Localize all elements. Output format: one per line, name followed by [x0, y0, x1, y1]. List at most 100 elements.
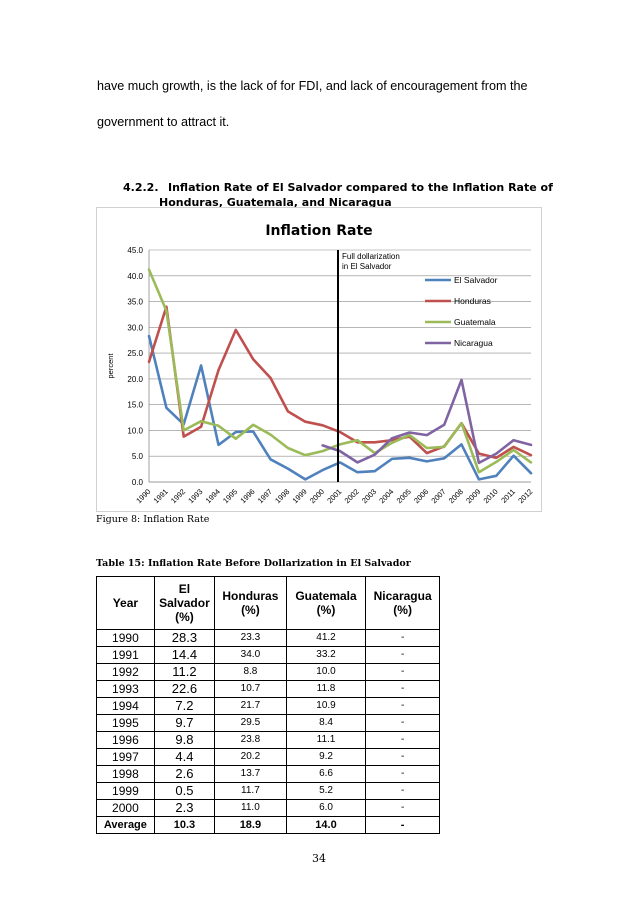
series-line-nicaragua: [321, 378, 533, 465]
x-tick-label: 2004: [377, 487, 395, 505]
header-el-salvador-l1: El: [178, 582, 191, 596]
cell-guatemala: 5.2: [285, 782, 367, 800]
cell-el-salvador: 9.7: [153, 714, 216, 732]
y-tick-label: 30.0: [127, 323, 143, 332]
y-tick-label: 0.0: [132, 478, 144, 487]
cell-honduras: 29.5: [214, 714, 287, 732]
cell-honduras: 21.7: [214, 697, 287, 715]
cell-nicaragua: -: [365, 714, 440, 732]
cell-year: 1997: [96, 748, 155, 766]
x-tick-label: 1995: [221, 487, 239, 505]
cell-year: 1995: [96, 714, 155, 732]
series-line-honduras: [147, 305, 533, 460]
page-number: 34: [312, 852, 326, 865]
x-tick-label: 2010: [482, 487, 500, 505]
cell-nicaragua: -: [365, 765, 440, 783]
cell-guatemala: 14.0: [285, 816, 367, 834]
legend-entry: El Salvador: [454, 275, 498, 285]
cell-guatemala: 10.0: [285, 663, 367, 681]
x-tick-label: 1999: [291, 487, 309, 505]
cell-nicaragua: -: [365, 816, 440, 834]
table-row: 1999 0.5 11.7 5.2-: [96, 782, 440, 800]
cell-el-salvador: 2.3: [153, 799, 216, 817]
cell-el-salvador: 10.3: [153, 816, 216, 834]
cell-nicaragua: -: [365, 663, 440, 681]
cell-el-salvador: 28.3: [153, 629, 216, 647]
x-tick-label: 2005: [395, 487, 413, 505]
cell-el-salvador: 14.4: [153, 646, 216, 664]
cell-average-label: Average: [96, 816, 155, 834]
y-tick-label: 5.0: [132, 452, 144, 461]
x-tick-label: 1998: [273, 487, 291, 505]
cell-nicaragua: -: [365, 646, 440, 664]
legend-entry: Honduras: [454, 296, 491, 306]
x-tick-label: 2003: [360, 487, 378, 505]
cell-honduras: 20.2: [214, 748, 287, 766]
inflation-chart: Inflation Rate 0.0 5.0 10.0 15.0 20.0 25.0 30.0…: [96, 207, 542, 512]
cell-el-salvador: 7.2: [153, 697, 216, 715]
cell-honduras: 11.0: [214, 799, 287, 817]
cell-el-salvador: 22.6: [153, 680, 216, 698]
header-nicaragua-l2: (%): [393, 603, 412, 617]
cell-year: 1998: [96, 765, 155, 783]
x-tick-label: 1994: [204, 487, 222, 505]
header-nicaragua: Nicaragua (%): [365, 576, 440, 630]
x-tick-label: 2009: [464, 487, 482, 505]
cell-guatemala: 33.2: [285, 646, 367, 664]
intro-line-1: have much growth, is the lack of for FDI…: [97, 79, 528, 93]
cell-nicaragua: -: [365, 680, 440, 698]
cell-nicaragua: -: [365, 799, 440, 817]
x-tick-label: 2000: [308, 487, 326, 505]
y-tick-label: 20.0: [127, 375, 143, 384]
cell-nicaragua: -: [365, 731, 440, 749]
chart-canvas: Inflation Rate 0.0 5.0 10.0 15.0 20.0 25.0 30.0…: [106, 223, 534, 505]
annotation-line-1: Full dollarization: [342, 252, 400, 261]
cell-nicaragua: -: [365, 629, 440, 647]
x-tick-label: 2001: [325, 487, 343, 505]
chart-title: Inflation Rate: [265, 223, 372, 239]
x-tick-label: 2011: [499, 487, 517, 505]
legend-entry: Guatemala: [454, 317, 496, 327]
cell-honduras: 10.7: [214, 680, 287, 698]
x-tick-label: 2006: [412, 487, 430, 505]
section-title-line-1: Inflation Rate of El Salvador compared t…: [168, 181, 553, 194]
x-tick-label: 2002: [343, 487, 361, 505]
header-el-salvador-l3: (%): [175, 610, 194, 624]
cell-honduras: 8.8: [214, 663, 287, 681]
cell-nicaragua: -: [365, 782, 440, 800]
cell-honduras: 34.0: [214, 646, 287, 664]
y-tick-label: 35.0: [127, 298, 143, 307]
section-heading: 4.2.2. Inflation Rate of El Salvador comp…: [123, 180, 553, 210]
header-honduras-l1: Honduras: [222, 589, 279, 603]
table-average-row: Average 10.3 18.9 14.0-: [96, 816, 440, 834]
inflation-table: Year El Salvador (%) Honduras (%) Guatem…: [96, 576, 440, 834]
header-honduras: Honduras (%): [214, 576, 287, 630]
table-row: 1996 9.8 23.8 11.1-: [96, 731, 440, 749]
table-row: 1997 4.4 20.2 9.2-: [96, 748, 440, 766]
header-guatemala: Guatemala (%): [285, 576, 367, 630]
y-axis-label: percent: [106, 353, 115, 379]
table-caption: Table 15: Inflation Rate Before Dollariz…: [96, 558, 411, 569]
cell-nicaragua: -: [365, 697, 440, 715]
table-header-row: Year El Salvador (%) Honduras (%) Guatem…: [96, 576, 440, 630]
table-row: 1995 9.7 29.5 8.4-: [96, 714, 440, 732]
y-tick-label: 45.0: [127, 246, 143, 255]
cell-el-salvador: 0.5: [153, 782, 216, 800]
x-tick-label: 1992: [169, 487, 187, 505]
table-row: 2000 2.3 11.0 6.0-: [96, 799, 440, 817]
header-guatemala-l2: (%): [316, 603, 336, 617]
table-row: 1993 22.6 10.7 11.8-: [96, 680, 440, 698]
x-tick-label: 1991: [152, 487, 170, 505]
header-el-salvador: El Salvador (%): [153, 576, 216, 630]
cell-year: 1990: [96, 629, 155, 647]
series-line-guatemala: [147, 268, 533, 474]
legend-entry: Nicaragua: [454, 338, 493, 348]
cell-year: 1993: [96, 680, 155, 698]
y-tick-label: 25.0: [127, 349, 143, 358]
cell-guatemala: 11.1: [285, 731, 367, 749]
annotation-line-2: in El Salvador: [342, 262, 392, 271]
cell-year: 1991: [96, 646, 155, 664]
cell-el-salvador: 9.8: [153, 731, 216, 749]
cell-year: 2000: [96, 799, 155, 817]
intro-line-2: government to attract it.: [97, 115, 230, 129]
